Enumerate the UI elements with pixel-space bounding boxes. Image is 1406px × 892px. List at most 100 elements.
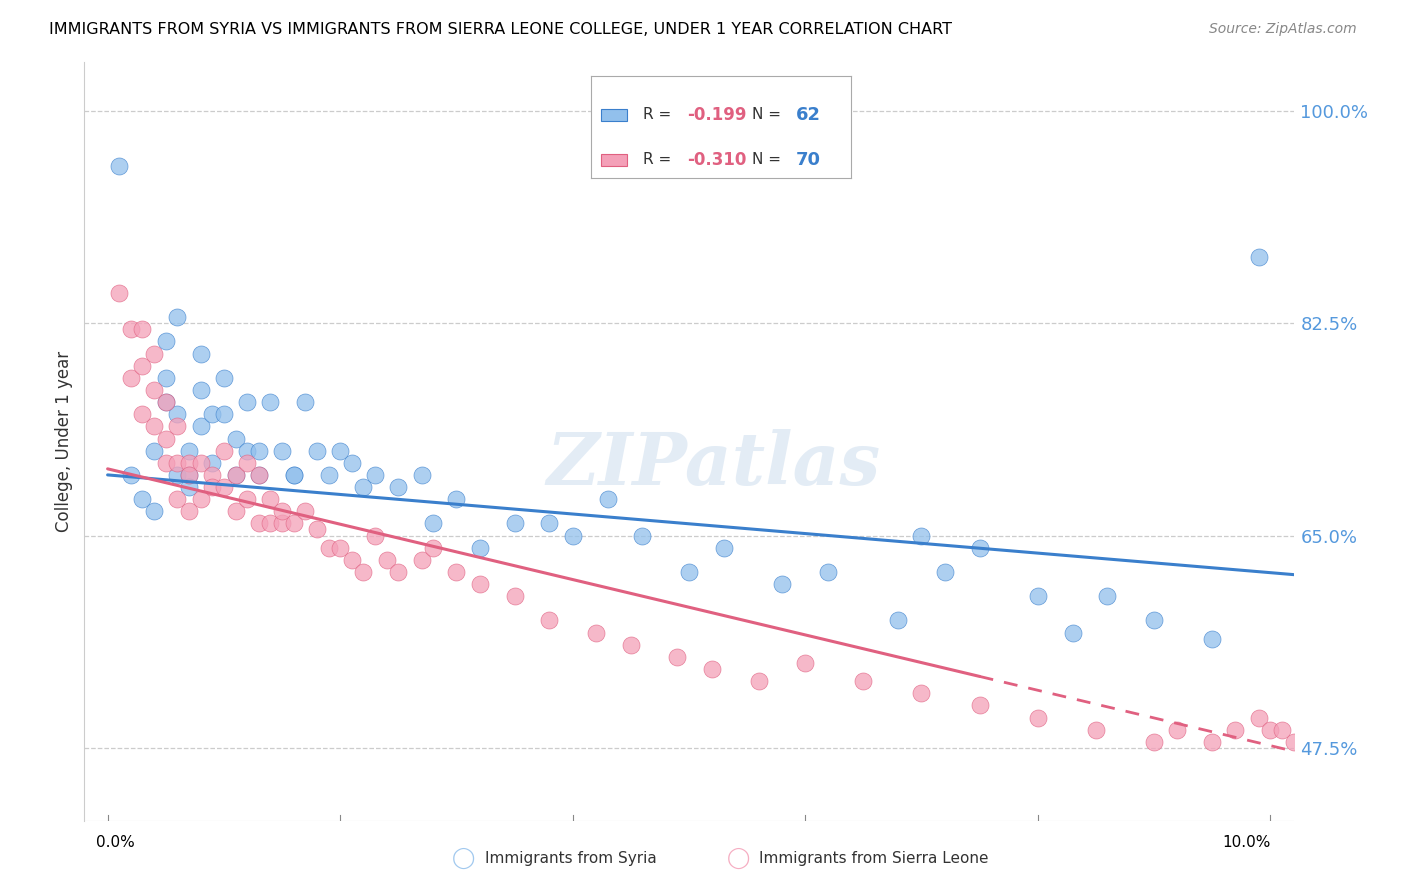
Point [352, 480, 374, 494]
Point [212, 407, 235, 421]
Point [1258, 723, 1281, 737]
Point [1097, 589, 1119, 603]
Point [1294, 735, 1316, 749]
Point [561, 528, 583, 542]
Point [190, 456, 212, 470]
Point [364, 467, 387, 482]
Point [120, 467, 142, 482]
Point [596, 492, 619, 507]
Point [1026, 710, 1049, 724]
Point [422, 516, 444, 531]
Point [177, 467, 200, 482]
Point [329, 443, 352, 458]
Point [387, 565, 409, 579]
Point [212, 443, 235, 458]
Point [120, 322, 142, 336]
Point [236, 443, 259, 458]
Point [143, 504, 166, 518]
Point [446, 565, 468, 579]
Point [225, 504, 247, 518]
Point [283, 467, 305, 482]
Point [1271, 723, 1294, 737]
Point [166, 456, 188, 470]
Point [1201, 632, 1223, 646]
Point [852, 674, 875, 689]
Point [910, 686, 932, 700]
Point [225, 467, 247, 482]
Point [143, 346, 166, 360]
Point [212, 371, 235, 385]
Text: 62: 62 [796, 106, 821, 124]
Point [166, 467, 188, 482]
Text: 10.0%: 10.0% [1222, 835, 1270, 850]
Point [411, 467, 433, 482]
Text: Immigrants from Sierra Leone: Immigrants from Sierra Leone [759, 851, 988, 865]
Point [155, 456, 177, 470]
Point [259, 492, 281, 507]
Text: -0.199: -0.199 [686, 106, 747, 124]
Point [1143, 735, 1166, 749]
Point [201, 407, 224, 421]
Point [155, 432, 177, 446]
Point [236, 395, 259, 409]
Point [225, 467, 247, 482]
Point [305, 523, 328, 537]
Point [503, 516, 526, 531]
Point [201, 456, 224, 470]
Point [225, 432, 247, 446]
Point [468, 577, 491, 591]
Point [294, 504, 316, 518]
Text: 0.0%: 0.0% [96, 835, 135, 850]
Point [631, 528, 654, 542]
Text: IMMIGRANTS FROM SYRIA VS IMMIGRANTS FROM SIERRA LEONE COLLEGE, UNDER 1 YEAR CORR: IMMIGRANTS FROM SYRIA VS IMMIGRANTS FROM… [49, 22, 952, 37]
Point [887, 614, 910, 628]
Point [177, 443, 200, 458]
Point [702, 662, 724, 676]
Point [259, 516, 281, 531]
Point [143, 383, 166, 397]
Point [748, 674, 770, 689]
Point [1282, 735, 1305, 749]
Point [1084, 723, 1107, 737]
Point [794, 656, 817, 670]
Text: ZIPatlas: ZIPatlas [546, 429, 880, 500]
Point [329, 541, 352, 555]
Point [212, 480, 235, 494]
Point [934, 565, 956, 579]
Point [1026, 589, 1049, 603]
Point [468, 541, 491, 555]
Point [503, 589, 526, 603]
Point [108, 285, 131, 300]
Point [446, 492, 468, 507]
Point [247, 443, 270, 458]
Point [271, 443, 294, 458]
Point [177, 456, 200, 470]
Point [678, 565, 700, 579]
Point [1062, 625, 1084, 640]
Point [131, 322, 153, 336]
Point [387, 480, 409, 494]
Point [1201, 735, 1223, 749]
Point [190, 346, 212, 360]
Point [1143, 614, 1166, 628]
Point [910, 528, 932, 542]
Point [411, 553, 433, 567]
Point [1166, 723, 1188, 737]
Point [375, 553, 398, 567]
Point [108, 159, 131, 173]
Point [190, 383, 212, 397]
Point [190, 492, 212, 507]
Text: Source: ZipAtlas.com: Source: ZipAtlas.com [1209, 22, 1357, 37]
Bar [600, 109, 627, 121]
Point [620, 638, 643, 652]
Point [585, 625, 607, 640]
Point [318, 467, 340, 482]
Point [969, 541, 991, 555]
Point [340, 553, 363, 567]
Point [969, 698, 991, 713]
Point [318, 541, 340, 555]
Point [422, 541, 444, 555]
Text: N =: N = [752, 107, 786, 122]
Point [166, 407, 188, 421]
Point [1247, 710, 1270, 724]
